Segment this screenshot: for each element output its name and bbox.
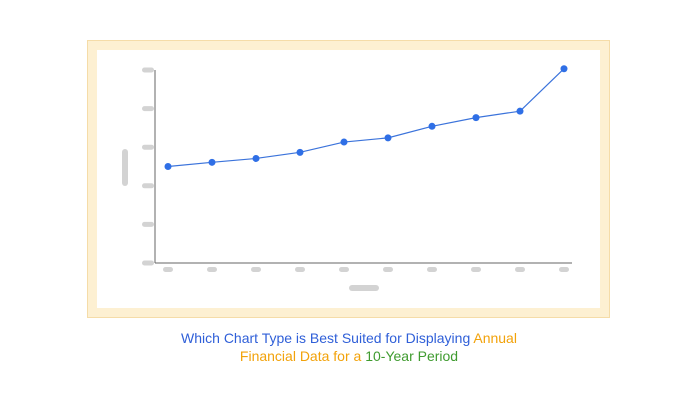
x-axis-label-placeholder [349, 285, 379, 291]
y-tick-placeholder [142, 67, 154, 73]
data-point [296, 148, 304, 156]
series-line [167, 68, 565, 168]
chart-panel [97, 50, 600, 308]
y-tick-placeholder [142, 183, 154, 189]
data-point [428, 122, 436, 130]
chart-frame [87, 40, 610, 318]
x-tick-placeholder [251, 267, 261, 272]
series-group [164, 65, 568, 170]
x-tick-placeholder [559, 267, 569, 272]
caption-part-4: 10-Year Period [365, 348, 459, 364]
y-tick-placeholder [142, 221, 154, 227]
y-axis-label-placeholder [122, 149, 128, 186]
x-tick-placeholder [383, 267, 393, 272]
x-tick-placeholder [295, 267, 305, 272]
caption-part-1: Which Chart Type is Best Suited for Disp… [181, 330, 474, 346]
chart-caption: Which Chart Type is Best Suited for Disp… [0, 329, 698, 365]
data-point [164, 163, 172, 170]
data-point [340, 138, 348, 146]
data-point [208, 158, 216, 166]
y-tick-placeholder [142, 144, 154, 150]
y-axis-ticks [142, 67, 154, 266]
x-tick-placeholder [471, 267, 481, 272]
caption-line-1: Which Chart Type is Best Suited for Disp… [0, 329, 698, 347]
data-point [516, 107, 524, 115]
data-point [472, 114, 480, 122]
caption-line-2: Financial Data for a 10-Year Period [0, 347, 698, 365]
x-tick-placeholder [207, 267, 217, 272]
x-tick-placeholder [163, 267, 173, 272]
x-tick-placeholder [427, 267, 437, 272]
x-tick-placeholder [515, 267, 525, 272]
data-point [384, 134, 392, 142]
y-tick-placeholder [142, 260, 154, 266]
caption-part-3: Financial Data for a [239, 348, 366, 364]
caption-part-2: Annual [473, 330, 517, 346]
y-tick-placeholder [142, 106, 154, 112]
data-point [252, 154, 260, 162]
data-point [560, 65, 568, 73]
x-axis-ticks [163, 267, 569, 272]
x-tick-placeholder [339, 267, 349, 272]
